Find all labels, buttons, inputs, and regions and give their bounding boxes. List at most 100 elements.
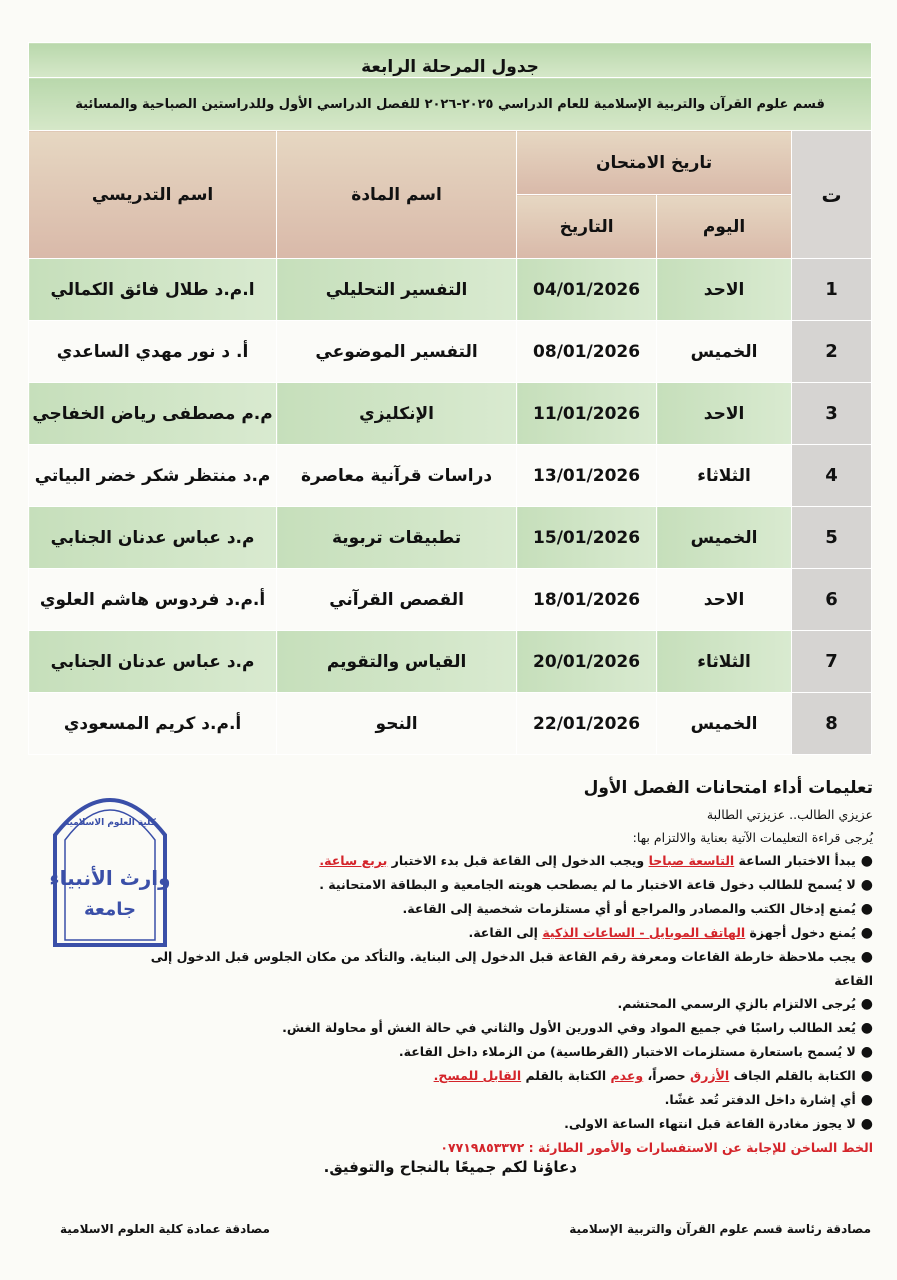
instruction-text: يُمنع دخول أجهزة bbox=[745, 925, 856, 940]
date: 13/01/2026 bbox=[516, 444, 658, 507]
hotline: الخط الساخن للإجابة عن الاستفسارات والأم… bbox=[440, 1140, 873, 1155]
header-cell: ت bbox=[791, 130, 873, 259]
emphasis: الهاتف الموبايل - الساعات الذكية bbox=[542, 925, 746, 940]
day: الخميس bbox=[656, 692, 793, 755]
header-row: ت تاريخ الامتحان اسم المادة اسم التدريسي bbox=[27, 130, 873, 259]
emphasis: القابل للمسح. bbox=[433, 1068, 522, 1083]
greeting: عزيزي الطالب.. عزيزتي الطالبة bbox=[706, 807, 873, 822]
teacher: م.د عباس عدنان الجنابي bbox=[27, 506, 278, 569]
subject: الإنكليزي bbox=[276, 382, 518, 445]
row-number: 6 bbox=[791, 568, 873, 631]
instructions-title: تعليمات أداء امتحانات الفصل الأول bbox=[583, 778, 873, 798]
table-subtitle: قسم علوم القرآن والتربية الإسلامية للعام… bbox=[27, 77, 873, 131]
instruction-item: لا يُسمح للطالب دخول قاعة الاختبار ما لم… bbox=[143, 873, 873, 897]
instructions: تعليمات أداء امتحانات الفصل الأول عزيزي … bbox=[143, 775, 873, 1159]
teacher: أ.م.د كريم المسعودي bbox=[27, 692, 278, 755]
stamp-text: جامعة bbox=[84, 899, 136, 920]
instruction-text: لا يُسمح باستعارة مستلزمات الاختبار (الق… bbox=[398, 1044, 856, 1059]
instruction-text: يُرجى الالتزام بالزي الرسمي المحتشم. bbox=[617, 996, 856, 1011]
row-number: 7 bbox=[791, 630, 873, 693]
day: الاحد bbox=[656, 258, 793, 321]
title-row: جدول المرحلة الرابعة bbox=[27, 42, 873, 78]
day: الثلاثاء bbox=[656, 630, 793, 693]
instruction-item: يُمنع إدخال الكتب والمصادر والمراجع أو أ… bbox=[143, 897, 873, 921]
date: 18/01/2026 bbox=[516, 568, 658, 631]
day: الاحد bbox=[656, 568, 793, 631]
header-cell: اسم التدريسي bbox=[27, 130, 278, 259]
day: الخميس bbox=[656, 320, 793, 383]
instruction-item: يُمنع دخول أجهزة الهاتف الموبايل - الساع… bbox=[143, 921, 873, 945]
emphasis: وعدم bbox=[610, 1068, 644, 1083]
table-row: 4 الثلاثاء 13/01/2026 دراسات قرآنية معاصرة م… bbox=[27, 444, 873, 507]
date: 08/01/2026 bbox=[516, 320, 658, 383]
date: 22/01/2026 bbox=[516, 692, 658, 755]
row-number: 5 bbox=[791, 506, 873, 569]
teacher: م.د منتظر شكر خضر البياتي bbox=[27, 444, 278, 507]
signature: مصادقة عمادة كلية العلوم الاسلامية bbox=[60, 1222, 270, 1236]
instruction-text: حصراً، bbox=[643, 1068, 691, 1083]
instruction-item: الكتابة بالقلم الجاف الأزرق حصراً، وعدم … bbox=[143, 1064, 873, 1088]
stamp-frame bbox=[53, 798, 167, 947]
row-number: 3 bbox=[791, 382, 873, 445]
instruction-text: ويجب الدخول إلى القاعة قبل بدء الاختبار bbox=[387, 853, 649, 868]
subject: دراسات قرآنية معاصرة bbox=[276, 444, 518, 507]
instruction-text: يُمنع إدخال الكتب والمصادر والمراجع أو أ… bbox=[402, 901, 856, 916]
instruction-item: يجب ملاحظة خارطة القاعات ومعرفة رقم القا… bbox=[143, 945, 873, 992]
table-row: 1 الاحد 04/01/2026 التفسير التحليلي ا.م.د طل… bbox=[27, 258, 873, 321]
date: 20/01/2026 bbox=[516, 630, 658, 693]
subject: التفسير الموضوعي bbox=[276, 320, 518, 383]
teacher: م.د عباس عدنان الجنابي bbox=[27, 630, 278, 693]
header-cell: اسم المادة bbox=[276, 130, 518, 259]
teacher: أ.م.د فردوس هاشم العلوي bbox=[27, 568, 278, 631]
signature: مصادقة رئاسة قسم علوم القرآن والتربية ال… bbox=[569, 1222, 871, 1236]
header-row: اليوم التاريخ bbox=[29, 194, 872, 259]
header-cell: اليوم bbox=[656, 194, 793, 259]
subject: القصص القرآني bbox=[276, 568, 518, 631]
stamp-frame bbox=[64, 809, 156, 941]
subject: تطبيقات تربوية bbox=[276, 506, 518, 569]
instruction-text: يجب ملاحظة خارطة القاعات ومعرفة رقم القا… bbox=[150, 949, 873, 988]
row-number: 1 bbox=[791, 258, 873, 321]
instruction-text: أي إشارة داخل الدفتر تُعد غشًا. bbox=[664, 1092, 856, 1107]
teacher: أ. د نور مهدي الساعدي bbox=[27, 320, 278, 383]
day: الاحد bbox=[656, 382, 793, 445]
instruction-item: يُعد الطالب راسبًا في جميع المواد وفي ال… bbox=[143, 1016, 873, 1040]
instruction-list: يبدأ الاختبار الساعة التاسعة صباحا ويجب … bbox=[143, 849, 873, 1136]
closing: دعاؤنا لكم جميعًا بالنجاح والتوفيق. bbox=[323, 1158, 577, 1176]
instruction-text: إلى القاعة. bbox=[468, 925, 543, 940]
day: الخميس bbox=[656, 506, 793, 569]
row-number: 8 bbox=[791, 692, 873, 755]
emphasis: بربع ساعة. bbox=[319, 853, 388, 868]
date: 15/01/2026 bbox=[516, 506, 658, 569]
instruction-item: يبدأ الاختبار الساعة التاسعة صباحا ويجب … bbox=[143, 849, 873, 873]
date: 11/01/2026 bbox=[516, 382, 658, 445]
instruction-item: لا يجوز مغادرة القاعة قبل انتهاء الساعة … bbox=[143, 1112, 873, 1136]
instruction-text: الكتابة بالقلم الجاف bbox=[729, 1068, 856, 1083]
table-title: جدول المرحلة الرابعة bbox=[27, 42, 873, 78]
emphasis: الأزرق bbox=[690, 1068, 730, 1083]
subject: التفسير التحليلي bbox=[276, 258, 518, 321]
instruction-text: الكتابة بالقلم bbox=[521, 1068, 611, 1083]
table-row: 5 الخميس 15/01/2026 تطبيقات تربوية م.د عباس … bbox=[27, 506, 873, 569]
row-number: 4 bbox=[791, 444, 873, 507]
table-row: 6 الاحد 18/01/2026 القصص القرآني أ.م.د فردوس… bbox=[27, 568, 873, 631]
subject: النحو bbox=[276, 692, 518, 755]
instruction-item: لا يُسمح باستعارة مستلزمات الاختبار (الق… bbox=[143, 1040, 873, 1064]
subtitle-row: قسم علوم القرآن والتربية الإسلامية للعام… bbox=[27, 77, 873, 131]
instruction-text: يبدأ الاختبار الساعة bbox=[734, 853, 856, 868]
day: الثلاثاء bbox=[656, 444, 793, 507]
instruction-item: يُرجى الالتزام بالزي الرسمي المحتشم. bbox=[143, 992, 873, 1016]
header-cell: التاريخ bbox=[516, 194, 658, 259]
teacher: م.م مصطفى رياض الخفاجي bbox=[27, 382, 278, 445]
emphasis: التاسعة صباحا bbox=[648, 853, 735, 868]
stamp-text: كلية العلوم الاسلامية bbox=[64, 818, 157, 828]
instruction-text: لا يجوز مغادرة القاعة قبل انتهاء الساعة … bbox=[564, 1116, 856, 1131]
row-number: 2 bbox=[791, 320, 873, 383]
table-row: 8 الخميس 22/01/2026 النحو أ.م.د كريم المسعود… bbox=[27, 692, 873, 755]
header-cell: تاريخ الامتحان bbox=[516, 130, 793, 195]
instruction-text: لا يُسمح للطالب دخول قاعة الاختبار ما لم… bbox=[319, 877, 856, 892]
date: 04/01/2026 bbox=[516, 258, 658, 321]
table-row: 3 الاحد 11/01/2026 الإنكليزي م.م مصطفى رياض … bbox=[27, 382, 873, 445]
intro: يُرجى قراءة التعليمات الآتية بعناية والا… bbox=[632, 830, 873, 845]
table-row: 2 الخميس 08/01/2026 التفسير الموضوعي أ. د نو… bbox=[27, 320, 873, 383]
